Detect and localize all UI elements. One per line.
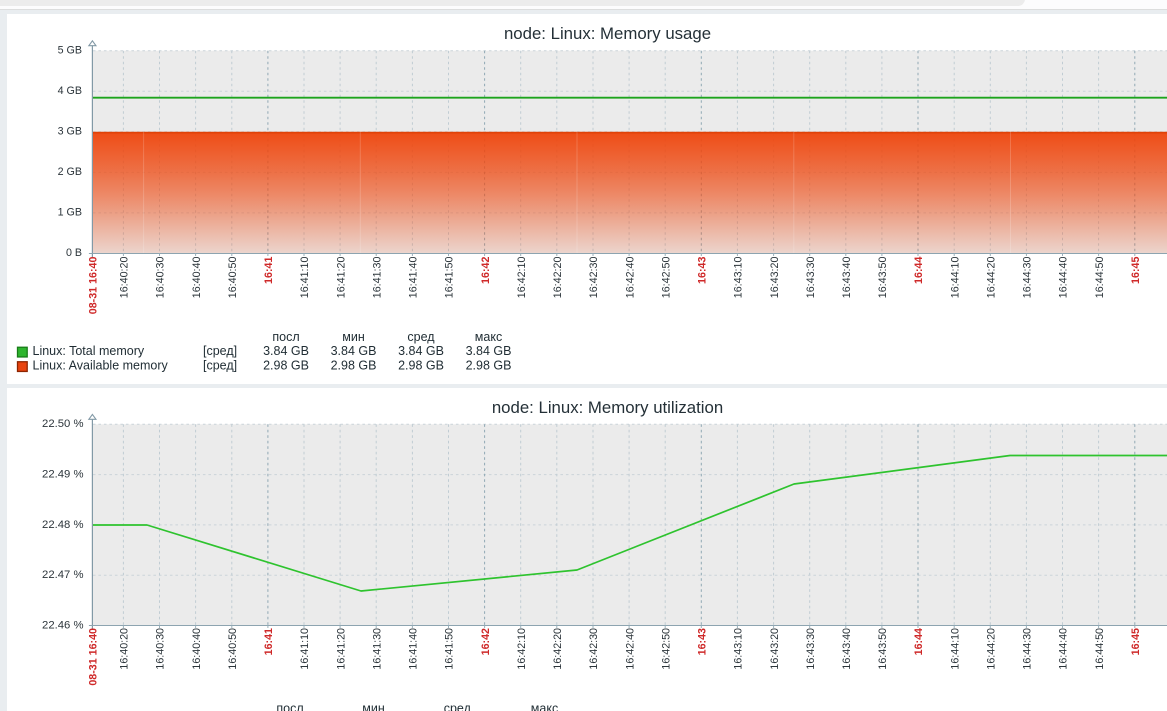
svg-text:08-31 16:40: 08-31 16:40	[87, 628, 99, 686]
svg-text:3.84 GB: 3.84 GB	[263, 344, 309, 358]
svg-text:16:44:10: 16:44:10	[949, 257, 961, 299]
svg-text:16:43:40: 16:43:40	[841, 257, 853, 299]
svg-text:посл: посл	[272, 330, 299, 344]
svg-text:16:43:30: 16:43:30	[805, 257, 817, 299]
svg-text:3.84 GB: 3.84 GB	[331, 344, 377, 358]
svg-text:3.84 GB: 3.84 GB	[466, 344, 512, 358]
svg-text:2 GB: 2 GB	[58, 166, 82, 178]
svg-text:посл: посл	[276, 701, 303, 711]
svg-text:16:43:20: 16:43:20	[769, 257, 781, 299]
svg-text:22.47 %: 22.47 %	[42, 569, 83, 581]
svg-text:16:41:30: 16:41:30	[371, 257, 383, 299]
svg-text:16:41:20: 16:41:20	[335, 628, 347, 670]
svg-text:16:43:10: 16:43:10	[733, 628, 745, 670]
svg-text:Linux: Available memory: Linux: Available memory	[33, 359, 169, 373]
svg-text:2.98 GB: 2.98 GB	[398, 359, 444, 373]
svg-text:node: Linux: Memory usage: node: Linux: Memory usage	[504, 24, 711, 43]
svg-text:16:41:50: 16:41:50	[444, 257, 456, 299]
svg-text:16:43:50: 16:43:50	[877, 257, 889, 299]
svg-text:16:42: 16:42	[480, 628, 492, 655]
svg-text:16:44:40: 16:44:40	[1058, 628, 1070, 670]
svg-text:16:41:10: 16:41:10	[299, 628, 311, 670]
svg-text:16:40:50: 16:40:50	[227, 257, 239, 299]
svg-text:16:44:10: 16:44:10	[949, 628, 961, 670]
svg-text:16:44:20: 16:44:20	[986, 257, 998, 299]
svg-text:16:41: 16:41	[263, 257, 275, 284]
svg-text:мин: мин	[362, 701, 385, 711]
svg-text:22.48 %: 22.48 %	[42, 519, 83, 531]
svg-text:22.49 %: 22.49 %	[42, 469, 83, 481]
svg-text:16:42:50: 16:42:50	[660, 257, 672, 299]
svg-text:16:42: 16:42	[480, 257, 492, 284]
svg-text:08-31 16:40: 08-31 16:40	[87, 257, 99, 315]
svg-text:16:44:30: 16:44:30	[1022, 257, 1034, 299]
svg-text:2.98 GB: 2.98 GB	[466, 359, 512, 373]
svg-text:16:41:50: 16:41:50	[444, 628, 456, 670]
svg-text:макс: макс	[531, 701, 558, 711]
svg-text:[сред]: [сред]	[203, 344, 237, 358]
svg-text:2.98 GB: 2.98 GB	[331, 359, 377, 373]
svg-text:16:41:40: 16:41:40	[408, 257, 420, 299]
svg-text:16:41:40: 16:41:40	[408, 628, 420, 670]
svg-text:мин: мин	[342, 330, 365, 344]
svg-text:16:41:30: 16:41:30	[371, 628, 383, 670]
svg-text:16:44:20: 16:44:20	[986, 628, 998, 670]
svg-text:16:42:10: 16:42:10	[516, 257, 528, 299]
svg-text:16:43:40: 16:43:40	[841, 628, 853, 670]
svg-text:16:43:10: 16:43:10	[733, 257, 745, 299]
svg-text:3.84 GB: 3.84 GB	[398, 344, 444, 358]
svg-text:0 B: 0 B	[66, 247, 82, 259]
svg-text:сред: сред	[444, 701, 472, 711]
svg-text:16:44:30: 16:44:30	[1022, 628, 1034, 670]
svg-text:16:40:30: 16:40:30	[155, 628, 167, 670]
svg-text:16:44: 16:44	[913, 257, 925, 284]
svg-text:16:42:40: 16:42:40	[624, 257, 636, 299]
svg-text:16:40:50: 16:40:50	[227, 628, 239, 670]
svg-text:16:43:20: 16:43:20	[769, 628, 781, 670]
svg-text:node: Linux: Memory utilizatio: node: Linux: Memory utilization	[492, 398, 723, 417]
svg-text:22.46 %: 22.46 %	[42, 619, 83, 631]
svg-text:16:41:20: 16:41:20	[335, 257, 347, 299]
svg-text:16:42:30: 16:42:30	[588, 628, 600, 670]
svg-text:16:42:30: 16:42:30	[588, 257, 600, 299]
svg-text:22.50 %: 22.50 %	[42, 418, 83, 430]
svg-text:16:44:50: 16:44:50	[1094, 257, 1106, 299]
svg-text:16:45: 16:45	[1130, 628, 1142, 655]
svg-text:16:44:40: 16:44:40	[1058, 257, 1070, 299]
svg-text:16:40:40: 16:40:40	[191, 628, 203, 670]
svg-text:сред: сред	[407, 330, 435, 344]
svg-text:1 GB: 1 GB	[58, 207, 82, 219]
svg-text:3 GB: 3 GB	[58, 125, 82, 137]
svg-text:[сред]: [сред]	[203, 359, 237, 373]
svg-text:16:42:20: 16:42:20	[552, 628, 564, 670]
svg-text:4 GB: 4 GB	[58, 85, 82, 97]
svg-text:16:45: 16:45	[1130, 257, 1142, 284]
svg-text:16:43: 16:43	[697, 257, 709, 284]
svg-text:16:40:20: 16:40:20	[119, 628, 131, 670]
svg-text:16:44:50: 16:44:50	[1094, 628, 1106, 670]
svg-text:16:42:40: 16:42:40	[624, 628, 636, 670]
svg-text:2.98 GB: 2.98 GB	[263, 359, 309, 373]
svg-text:16:40:30: 16:40:30	[155, 257, 167, 299]
svg-text:16:41: 16:41	[263, 628, 275, 655]
svg-text:16:42:10: 16:42:10	[516, 628, 528, 670]
svg-text:16:43: 16:43	[697, 628, 709, 655]
svg-text:16:40:40: 16:40:40	[191, 257, 203, 299]
svg-text:16:43:30: 16:43:30	[805, 628, 817, 670]
svg-text:16:41:10: 16:41:10	[299, 257, 311, 299]
svg-text:16:40:20: 16:40:20	[119, 257, 131, 299]
svg-text:16:42:50: 16:42:50	[660, 628, 672, 670]
svg-text:5 GB: 5 GB	[58, 44, 82, 56]
svg-text:макс: макс	[475, 330, 502, 344]
svg-text:16:44: 16:44	[913, 628, 925, 655]
svg-text:16:43:50: 16:43:50	[877, 628, 889, 670]
svg-text:Linux: Total memory: Linux: Total memory	[33, 344, 145, 358]
svg-text:16:42:20: 16:42:20	[552, 257, 564, 299]
